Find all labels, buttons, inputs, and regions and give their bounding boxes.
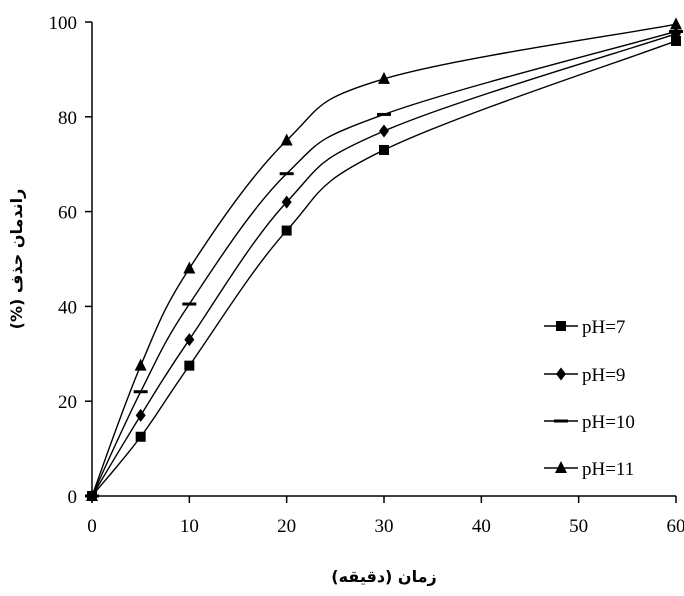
data-point bbox=[133, 390, 148, 394]
legend-item: pH=10 bbox=[544, 412, 635, 433]
data-point bbox=[183, 261, 196, 274]
x-tick-label: 30 bbox=[375, 516, 394, 537]
data-point bbox=[669, 29, 683, 33]
y-tick-label: 60 bbox=[58, 203, 77, 224]
legend-label: pH=10 bbox=[582, 412, 635, 433]
data-point bbox=[670, 17, 682, 30]
data-point bbox=[135, 431, 146, 442]
x-tick-label: 40 bbox=[472, 516, 491, 537]
data-point bbox=[86, 489, 98, 501]
series-group bbox=[85, 17, 683, 503]
legend-marker bbox=[555, 461, 567, 473]
data-point bbox=[184, 333, 195, 347]
legend-item: pH=11 bbox=[544, 459, 634, 480]
x-tick-label: 60 bbox=[667, 516, 684, 537]
legend-marker bbox=[556, 321, 566, 331]
legend-item: pH=9 bbox=[544, 365, 625, 386]
series-pH=11 bbox=[86, 17, 682, 501]
x-tick-label: 50 bbox=[569, 516, 588, 537]
data-point bbox=[377, 112, 391, 116]
data-point bbox=[182, 302, 197, 306]
data-point bbox=[379, 144, 389, 155]
legend-item: pH=7 bbox=[544, 317, 625, 338]
data-point bbox=[280, 133, 293, 146]
data-point bbox=[281, 195, 292, 209]
y-tick-label: 40 bbox=[58, 297, 77, 318]
legend-marker bbox=[554, 419, 568, 423]
legend-label: pH=7 bbox=[582, 317, 625, 338]
legend-marker bbox=[556, 367, 566, 381]
data-point bbox=[671, 35, 681, 46]
legend-label: pH=9 bbox=[582, 365, 625, 386]
y-tick-label: 0 bbox=[68, 487, 78, 508]
data-point bbox=[135, 408, 146, 422]
x-tick-label: 10 bbox=[180, 516, 199, 537]
x-tick-label: 20 bbox=[277, 516, 296, 537]
y-tick-label: 20 bbox=[58, 392, 77, 413]
data-point bbox=[184, 360, 195, 371]
data-point bbox=[379, 124, 389, 138]
y-tick-label: 100 bbox=[49, 13, 78, 34]
data-point bbox=[134, 358, 147, 371]
x-axis-title: زمان (دقيقه) bbox=[331, 567, 436, 586]
x-ticks: 0 10 20 30 40 50 60 bbox=[87, 496, 684, 537]
y-ticks: 0 20 40 60 80 100 bbox=[49, 13, 92, 508]
y-tick-label: 80 bbox=[58, 108, 77, 129]
legend: pH=7 pH=9 pH=10 pH=11 bbox=[544, 317, 635, 480]
x-tick-label: 0 bbox=[87, 516, 97, 537]
data-point bbox=[281, 225, 292, 236]
data-point bbox=[378, 71, 390, 84]
legend-label: pH=11 bbox=[582, 459, 634, 480]
data-point bbox=[279, 172, 294, 176]
y-axis-title: راندمان حذف (%) bbox=[7, 189, 26, 330]
